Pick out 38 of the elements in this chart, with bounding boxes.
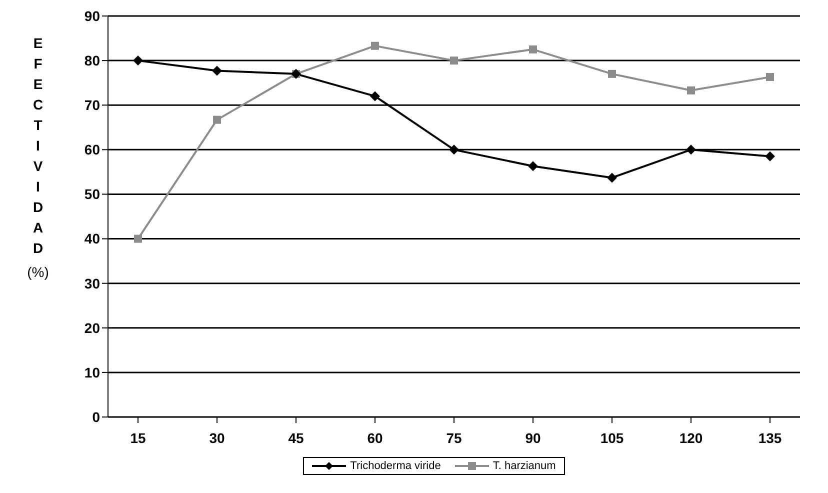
x-tick-label: 105 — [600, 430, 624, 446]
y-tick-label: 90 — [84, 8, 100, 24]
y-tick-label: 10 — [84, 364, 100, 380]
y-tick-label: 70 — [84, 97, 100, 114]
x-tick-label: 135 — [758, 430, 782, 446]
point — [212, 66, 222, 76]
x-tick-label: 120 — [679, 430, 703, 446]
x-tick-label: 15 — [130, 430, 146, 446]
point — [449, 144, 459, 155]
y-tick-label: 30 — [84, 275, 100, 292]
point — [765, 151, 775, 162]
y-tick-label: 60 — [84, 142, 100, 158]
x-tick-label: 60 — [367, 430, 383, 446]
x-tick-label: 75 — [446, 430, 462, 446]
point — [370, 91, 380, 102]
point — [608, 70, 616, 78]
point — [371, 42, 379, 50]
point — [528, 161, 538, 172]
y-tick-label: 40 — [84, 230, 100, 247]
x-tick-label: 45 — [288, 430, 304, 446]
y-tick-label: 50 — [84, 186, 100, 202]
legend-label: Trichoderma viride — [349, 460, 441, 472]
point — [766, 73, 774, 82]
x-tick-label: 30 — [209, 430, 225, 446]
point — [133, 56, 143, 66]
point — [529, 45, 537, 54]
point — [607, 172, 617, 183]
legend-label: T. harzianum — [492, 460, 556, 472]
y-tick-label: 0 — [92, 408, 100, 425]
y-tick-label: 20 — [84, 320, 100, 336]
y-tick-label: 80 — [84, 52, 100, 69]
point — [686, 144, 696, 155]
point — [213, 116, 221, 124]
point — [450, 56, 458, 65]
point — [687, 86, 695, 94]
point — [134, 234, 142, 243]
x-tick-label: 90 — [525, 430, 541, 446]
text: EFECTIVIDAD (%) — [27, 35, 49, 280]
